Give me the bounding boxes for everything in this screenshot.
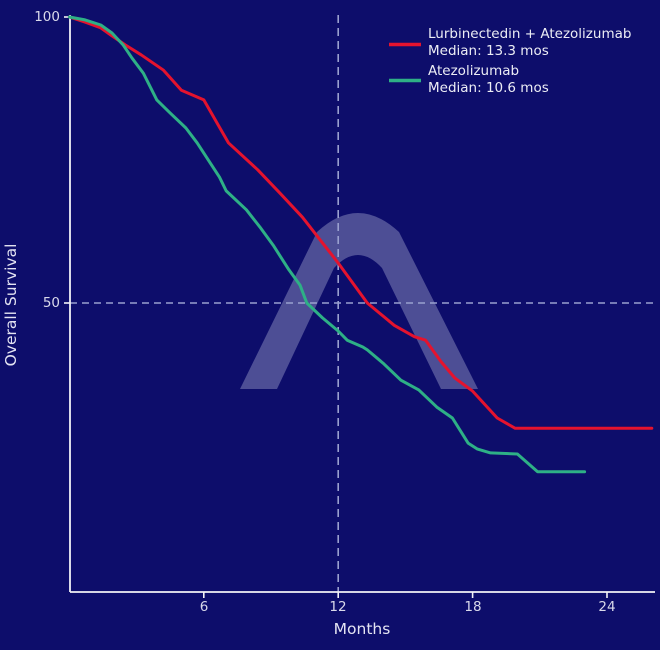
legend-item-lurbinectedin-atezolizumab: Lurbinectedin + Atezolizumab Median: 13.… <box>428 26 631 59</box>
x-axis-ticks <box>203 592 608 598</box>
curve-lurbinectedin-atezolizumab <box>67 15 654 430</box>
x-tick-6: 6 <box>199 599 209 615</box>
y-axis-label: Overall Survival <box>2 243 20 367</box>
legend-median-label: Median: 13.3 mos <box>428 42 549 59</box>
y-tick-50: 50 <box>42 295 60 311</box>
x-axis-label: Months <box>333 620 391 638</box>
arch-lambda-logo-watermark-icon <box>240 213 478 389</box>
x-tick-24: 24 <box>598 599 616 615</box>
legend-label: Atezolizumab <box>428 63 520 79</box>
legend-item-atezolizumab: Atezolizumab Median: 10.6 mos <box>428 63 549 96</box>
y-tick-100: 100 <box>34 9 60 25</box>
x-tick-18: 18 <box>464 599 482 615</box>
legend-label: Lurbinectedin + Atezolizumab <box>428 26 632 42</box>
x-tick-12: 12 <box>329 599 347 615</box>
curve-atezolizumab <box>67 15 587 474</box>
legend-median-label: Median: 10.6 mos <box>428 79 549 96</box>
